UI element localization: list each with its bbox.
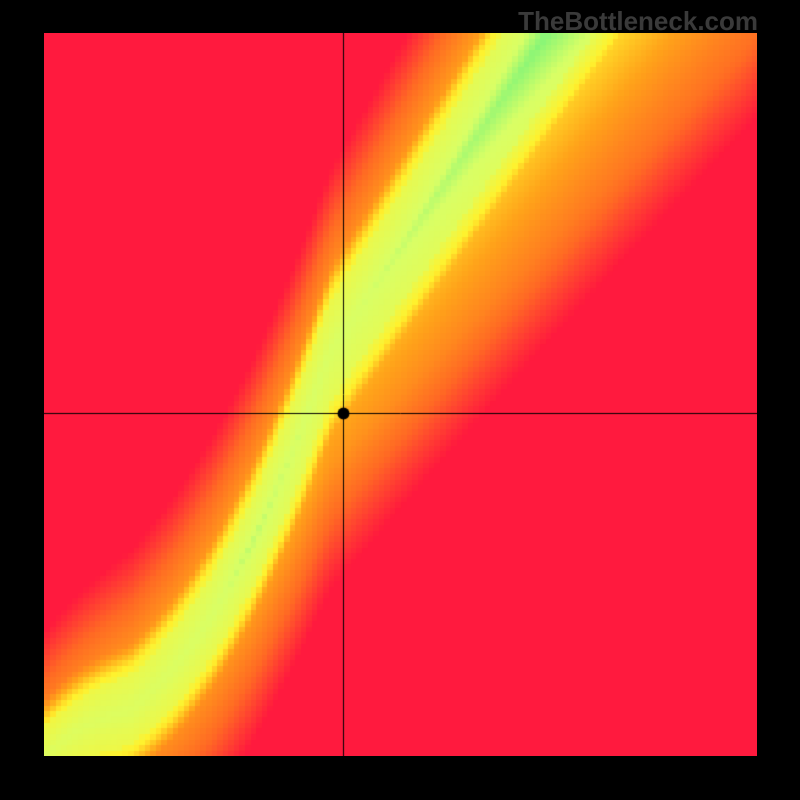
watermark-text: TheBottleneck.com xyxy=(518,6,758,37)
chart-container: TheBottleneck.com xyxy=(0,0,800,800)
bottleneck-heatmap xyxy=(44,33,757,756)
